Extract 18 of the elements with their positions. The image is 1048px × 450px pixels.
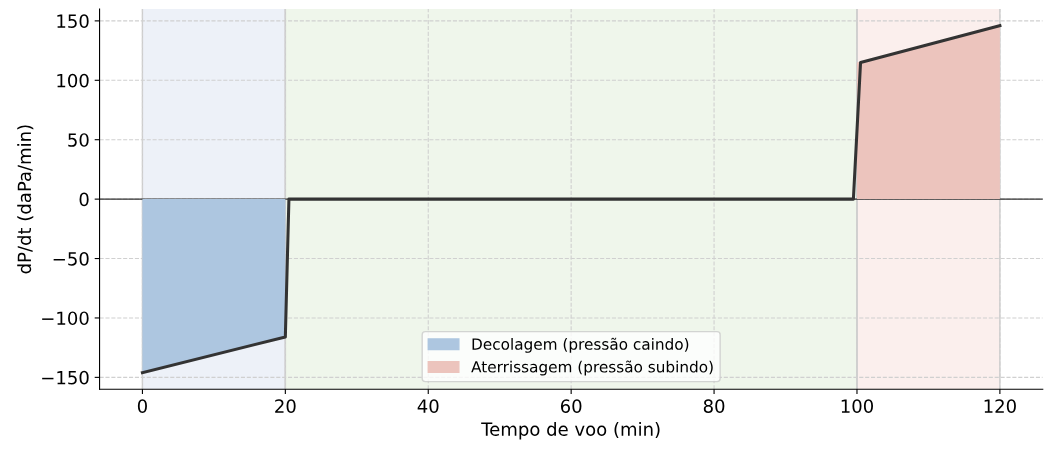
y-tick-label: −100 <box>42 311 89 326</box>
x-tick-label: 80 <box>703 399 725 413</box>
x-tick-label: 120 <box>984 399 1016 413</box>
y-axis-title: dP/dt (daPa/min) <box>17 125 34 274</box>
x-tick-label: 100 <box>841 399 874 413</box>
x-axis-title: Tempo de voo (min) <box>481 422 660 440</box>
x-tick-label: 40 <box>417 399 439 413</box>
y-tick-label: 50 <box>68 133 89 147</box>
x-tick-label: 0 <box>137 399 147 413</box>
x-tick-label: 60 <box>560 399 582 413</box>
x-tick-label: 20 <box>275 399 296 413</box>
y-tick-label: 100 <box>57 73 89 88</box>
y-tick-label: 150 <box>57 14 89 28</box>
y-tick-label: −50 <box>53 252 89 266</box>
legend-label: Aterrissagem (pressão subindo) <box>471 360 713 376</box>
y-tick-label: 0 <box>79 192 89 207</box>
y-tick-label: −150 <box>42 370 89 385</box>
legend-label: Decolagem (pressão caindo) <box>472 337 689 353</box>
